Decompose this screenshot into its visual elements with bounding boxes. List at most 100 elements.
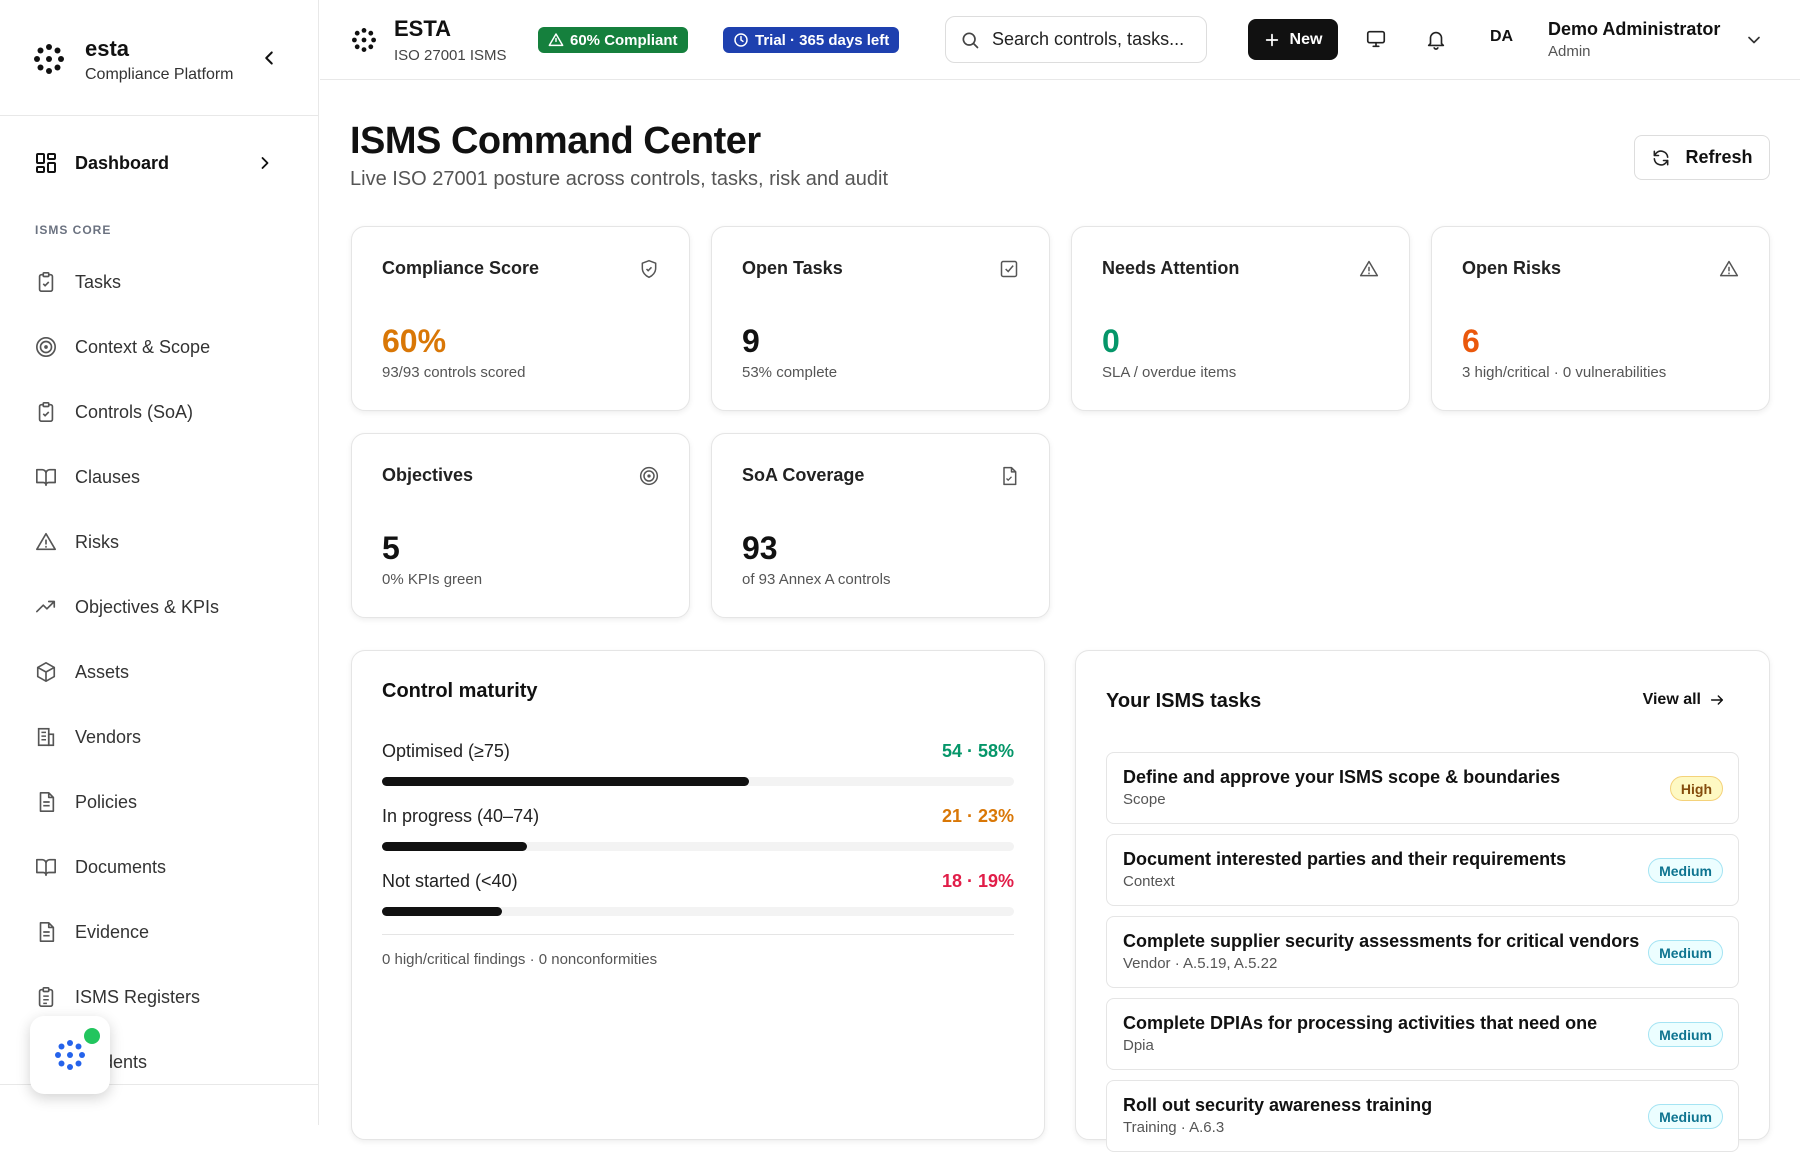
task-category: Context [1123,873,1175,890]
esta-logo-icon [352,28,376,52]
maturity-value: 18 · 19% [941,871,1014,891]
priority-badge: Medium [1648,940,1723,965]
panel-title: Control maturity [382,680,538,702]
maturity-row-optimised: Optimised (≥75) 54 · 58% [382,741,1014,791]
sidebar-item-isms-registers[interactable]: ISMS Registers [33,975,283,1019]
sidebar-item-controls[interactable]: Controls (SoA) [33,390,283,434]
sidebar-item-label: Evidence [75,921,150,942]
kpi-card-needs-attention[interactable]: Needs Attention 0 SLA / overdue items [1071,226,1410,411]
assistant-logo-icon [55,1040,85,1070]
sidebar-item-evidence[interactable]: Evidence [33,910,283,954]
sidebar-item-documents[interactable]: Documents [33,845,283,889]
monitor-button[interactable] [1361,24,1391,54]
priority-badge: Medium [1648,858,1723,883]
online-status-dot [84,1028,100,1044]
card-subtext: 93/93 controls scored [382,364,526,381]
list-icon [33,984,59,1010]
kpi-card-objectives[interactable]: Objectives 5 0% KPIs green [351,433,690,618]
progress-track [382,842,1014,851]
progress-fill [382,842,528,851]
card-title: Needs Attention [1102,258,1240,278]
sidebar-item-context-scope[interactable]: Context & Scope [33,325,283,369]
search-input[interactable] [992,29,1192,50]
sidebar-item-assets[interactable]: Assets [33,650,283,694]
brand[interactable]: esta Compliance Platform [30,32,290,88]
bell-icon [1427,31,1445,50]
card-subtext: of 93 Annex A controls [742,571,891,588]
view-all-link[interactable]: View all [1643,691,1725,709]
sidebar-item-label: Controls (SoA) [75,401,194,422]
notifications-button[interactable] [1421,24,1451,54]
sidebar-item-clauses[interactable]: Clauses [33,455,283,499]
task-item[interactable]: Complete supplier security assessments f… [1106,916,1739,988]
dashboard-icon [33,150,59,176]
card-value: 60% [382,323,447,359]
clock-icon [734,33,748,47]
sidebar-item-label: Vendors [75,726,142,747]
task-item[interactable]: Roll out security awareness training Tra… [1106,1080,1739,1152]
warning-icon [1359,260,1379,277]
kpi-card-compliance-score[interactable]: Compliance Score 60% 93/93 controls scor… [351,226,690,411]
user-name[interactable]: Demo Administrator [1548,19,1721,39]
progress-fill [382,777,749,786]
card-value: 93 [742,530,778,566]
maturity-row-not-started: Not started (<40) 18 · 19% [382,871,1014,921]
sidebar-item-vendors[interactable]: Vendors [33,715,283,759]
refresh-button[interactable]: Refresh [1634,135,1770,180]
priority-badge: Medium [1648,1022,1723,1047]
card-title: SoA Coverage [742,465,865,485]
book-icon [33,464,59,490]
sidebar-item-policies[interactable]: Policies [33,780,283,824]
task-item[interactable]: Define and approve your ISMS scope & bou… [1106,752,1739,824]
section-label: ISMS CORE [35,223,112,237]
kpi-card-open-tasks[interactable]: Open Tasks 9 53% complete [711,226,1050,411]
sidebar-divider [0,115,318,116]
search-box[interactable] [945,16,1207,63]
sidebar-item-label: Assets [75,661,130,682]
checkbox-icon [1000,260,1018,278]
new-button[interactable]: New [1248,19,1338,60]
sidebar-item-risks[interactable]: Risks [33,520,283,564]
target-icon [33,334,59,360]
sidebar-item-label: ISMS Registers [75,986,201,1007]
sidebar-item-tasks[interactable]: Tasks [33,260,283,304]
brand-subtitle: Compliance Platform [85,66,234,83]
sidebar-item-label: Clauses [75,466,141,487]
task-category: Scope [1123,791,1166,808]
sidebar-item-dashboard[interactable]: Dashboard [33,141,283,185]
chevron-left-icon[interactable] [258,47,280,69]
card-subtext: 53% complete [742,364,838,381]
file-text-icon [33,789,59,815]
card-subtext: SLA / overdue items [1102,364,1237,381]
warning-icon [33,529,59,555]
task-item[interactable]: Complete DPIAs for processing activities… [1106,998,1739,1070]
trial-badge: Trial · 365 days left [723,27,900,53]
trending-up-icon [33,594,59,620]
sidebar-item-objectives[interactable]: Objectives & KPIs [33,585,283,629]
topbar: ESTA ISO 27001 ISMS 60% Compliant Trial … [320,0,1800,80]
chevron-down-icon[interactable] [1744,30,1764,50]
control-maturity-panel: Control maturity Optimised (≥75) 54 · 58… [351,650,1045,1140]
monitor-icon [1366,30,1386,48]
card-title: Compliance Score [382,258,540,278]
progress-track [382,777,1014,786]
priority-badge: Medium [1648,1104,1723,1129]
sidebar-item-label: Tasks [75,271,122,292]
kpi-card-open-risks[interactable]: Open Risks 6 3 high/critical · 0 vulnera… [1431,226,1770,411]
kpi-card-soa-coverage[interactable]: SoA Coverage 93 of 93 Annex A controls [711,433,1050,618]
arrow-right-icon [1710,695,1724,705]
task-item[interactable]: Document interested parties and their re… [1106,834,1739,906]
priority-badge: High [1669,776,1723,801]
sidebar-item-label: Context & Scope [75,336,211,357]
divider [382,934,1014,935]
search-icon [962,32,979,48]
view-all-label: View all [1642,691,1701,708]
sidebar-item-label: Dashboard [75,152,170,173]
org-subtitle: ISO 27001 ISMS [394,47,507,64]
sidebar-item-label: Objectives & KPIs [75,596,220,617]
task-title: Complete supplier security assessments f… [1123,931,1640,951]
card-title: Objectives [382,465,474,485]
task-category: Dpia [1123,1037,1154,1054]
avatar[interactable]: DA [1490,28,1514,45]
assistant-launcher-button[interactable] [30,1016,110,1094]
